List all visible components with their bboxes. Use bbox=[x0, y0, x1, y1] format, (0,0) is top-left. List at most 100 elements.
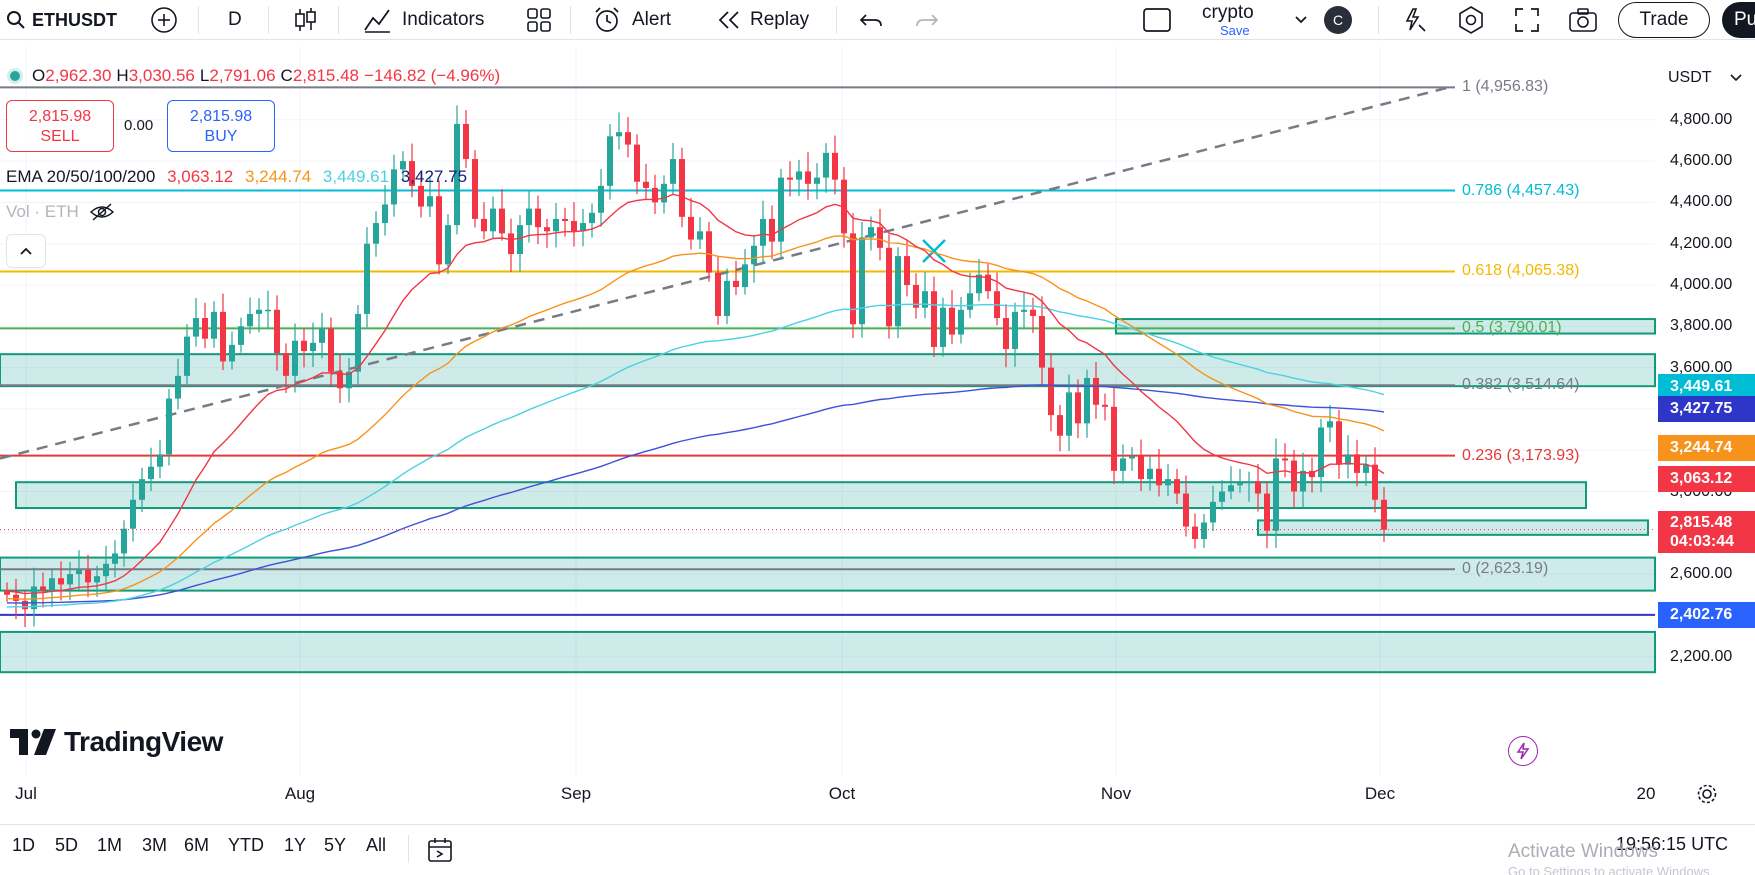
settings-button[interactable] bbox=[1456, 0, 1486, 40]
candle-body[interactable] bbox=[301, 340, 307, 352]
candle-body[interactable] bbox=[310, 342, 316, 352]
candle-body[interactable] bbox=[1039, 315, 1045, 368]
ema200-line[interactable] bbox=[7, 384, 1385, 604]
candle-body[interactable] bbox=[85, 569, 91, 583]
candle-body[interactable] bbox=[139, 479, 145, 500]
candle-body[interactable] bbox=[337, 371, 343, 389]
candle-body[interactable] bbox=[1273, 458, 1279, 531]
candle-body[interactable] bbox=[1147, 468, 1153, 480]
candle-body[interactable] bbox=[211, 311, 217, 339]
candle-body[interactable] bbox=[634, 144, 640, 182]
candle-body[interactable] bbox=[1003, 318, 1009, 350]
publish-button[interactable]: Pu bbox=[1722, 2, 1755, 38]
alert-button[interactable]: Alert bbox=[592, 0, 671, 40]
candle-body[interactable] bbox=[499, 208, 505, 234]
support-zone-lower[interactable] bbox=[0, 630, 1656, 674]
candle-body[interactable] bbox=[1201, 522, 1207, 539]
candle-body[interactable] bbox=[814, 177, 820, 184]
candle-body[interactable] bbox=[1066, 392, 1072, 436]
quick-search-button[interactable] bbox=[1400, 0, 1428, 40]
candle-body[interactable] bbox=[625, 132, 631, 145]
utc-clock[interactable]: 19:56:15 UTC bbox=[1616, 834, 1729, 854]
candle-body[interactable] bbox=[940, 307, 946, 347]
candle-body[interactable] bbox=[598, 185, 604, 213]
candle-body[interactable] bbox=[1093, 377, 1099, 405]
candle-body[interactable] bbox=[643, 181, 649, 188]
volume-legend[interactable]: Vol · ETH bbox=[6, 202, 115, 222]
candle-body[interactable] bbox=[157, 454, 163, 467]
candle-body[interactable] bbox=[400, 161, 406, 170]
candle-body[interactable] bbox=[535, 208, 541, 228]
candle-body[interactable] bbox=[688, 216, 694, 240]
candle-body[interactable] bbox=[391, 169, 397, 205]
lightning-alert-icon[interactable] bbox=[1508, 736, 1538, 766]
candle-body[interactable] bbox=[832, 152, 838, 180]
candle-body[interactable] bbox=[247, 313, 253, 327]
candle-body[interactable] bbox=[895, 256, 901, 327]
candle-body[interactable] bbox=[373, 223, 379, 244]
range-button-5y[interactable]: 5Y bbox=[324, 835, 347, 855]
replay-button[interactable]: Replay bbox=[716, 0, 809, 40]
candle-body[interactable] bbox=[184, 336, 190, 376]
candle-body[interactable] bbox=[1237, 483, 1243, 486]
candle-body[interactable] bbox=[229, 344, 235, 362]
candle-body[interactable] bbox=[616, 132, 622, 137]
price-chart[interactable] bbox=[0, 47, 1755, 777]
candle-body[interactable] bbox=[724, 280, 730, 316]
candle-body[interactable] bbox=[859, 237, 865, 325]
fib-trend-line[interactable] bbox=[0, 86, 1449, 460]
candle-body[interactable] bbox=[1300, 470, 1306, 492]
snapshot-button[interactable] bbox=[1568, 0, 1598, 40]
candle-body[interactable] bbox=[490, 208, 496, 232]
candle-body[interactable] bbox=[13, 594, 19, 601]
candle-body[interactable] bbox=[958, 309, 964, 335]
candle-body[interactable] bbox=[58, 578, 64, 585]
candle-body[interactable] bbox=[733, 280, 739, 288]
candle-body[interactable] bbox=[1192, 526, 1198, 539]
resistance-zone-mid[interactable] bbox=[1115, 318, 1656, 335]
candle-body[interactable] bbox=[1156, 468, 1162, 486]
candle-body[interactable] bbox=[175, 375, 181, 399]
candle-body[interactable] bbox=[463, 123, 469, 160]
layout-name[interactable]: crypto bbox=[1202, 2, 1254, 23]
candle-body[interactable] bbox=[1291, 460, 1297, 492]
candle-body[interactable] bbox=[922, 291, 928, 308]
candle-body[interactable] bbox=[346, 371, 352, 389]
candle-body[interactable] bbox=[1111, 406, 1117, 471]
candle-body[interactable] bbox=[787, 177, 793, 180]
range-zone[interactable] bbox=[15, 481, 1587, 510]
range-button-3m[interactable]: 3M bbox=[142, 835, 168, 855]
candle-body[interactable] bbox=[22, 600, 28, 610]
candle-body[interactable] bbox=[1327, 421, 1333, 428]
undo-button[interactable] bbox=[858, 0, 884, 40]
candle-body[interactable] bbox=[1120, 458, 1126, 471]
candle-body[interactable] bbox=[1255, 481, 1261, 494]
candle-body[interactable] bbox=[193, 318, 199, 337]
ema-legend[interactable]: EMA 20/50/100/200 3,063.12 3,244.74 3,44… bbox=[6, 167, 474, 187]
indicators-button[interactable]: Indicators bbox=[362, 0, 484, 40]
symbol-search-button[interactable]: ETHUSDT bbox=[6, 0, 117, 40]
candle-body[interactable] bbox=[1336, 421, 1342, 465]
candle-body[interactable] bbox=[31, 586, 37, 610]
candle-body[interactable] bbox=[985, 274, 991, 292]
range-button-1d[interactable]: 1D bbox=[12, 835, 36, 855]
resistance-zone-upper[interactable] bbox=[0, 353, 1656, 388]
trade-button[interactable]: Trade bbox=[1618, 2, 1710, 38]
candle-body[interactable] bbox=[823, 152, 829, 178]
candle-body[interactable] bbox=[436, 196, 442, 265]
candle-body[interactable] bbox=[283, 353, 289, 376]
range-button-6m[interactable]: 6M bbox=[184, 835, 210, 855]
layout-menu-button[interactable] bbox=[1294, 0, 1308, 40]
candle-body[interactable] bbox=[1183, 493, 1189, 527]
candle-body[interactable] bbox=[769, 218, 775, 242]
candle-body[interactable] bbox=[706, 231, 712, 273]
candle-body[interactable] bbox=[751, 245, 757, 265]
range-button-5d[interactable]: 5D bbox=[55, 835, 79, 855]
candle-body[interactable] bbox=[886, 247, 892, 327]
ema20-line[interactable] bbox=[6, 193, 1385, 595]
candle-body[interactable] bbox=[580, 223, 586, 232]
candle-body[interactable] bbox=[1210, 501, 1216, 523]
candle-body[interactable] bbox=[130, 499, 136, 529]
candle-body[interactable] bbox=[1309, 470, 1315, 478]
candle-body[interactable] bbox=[1084, 377, 1090, 424]
